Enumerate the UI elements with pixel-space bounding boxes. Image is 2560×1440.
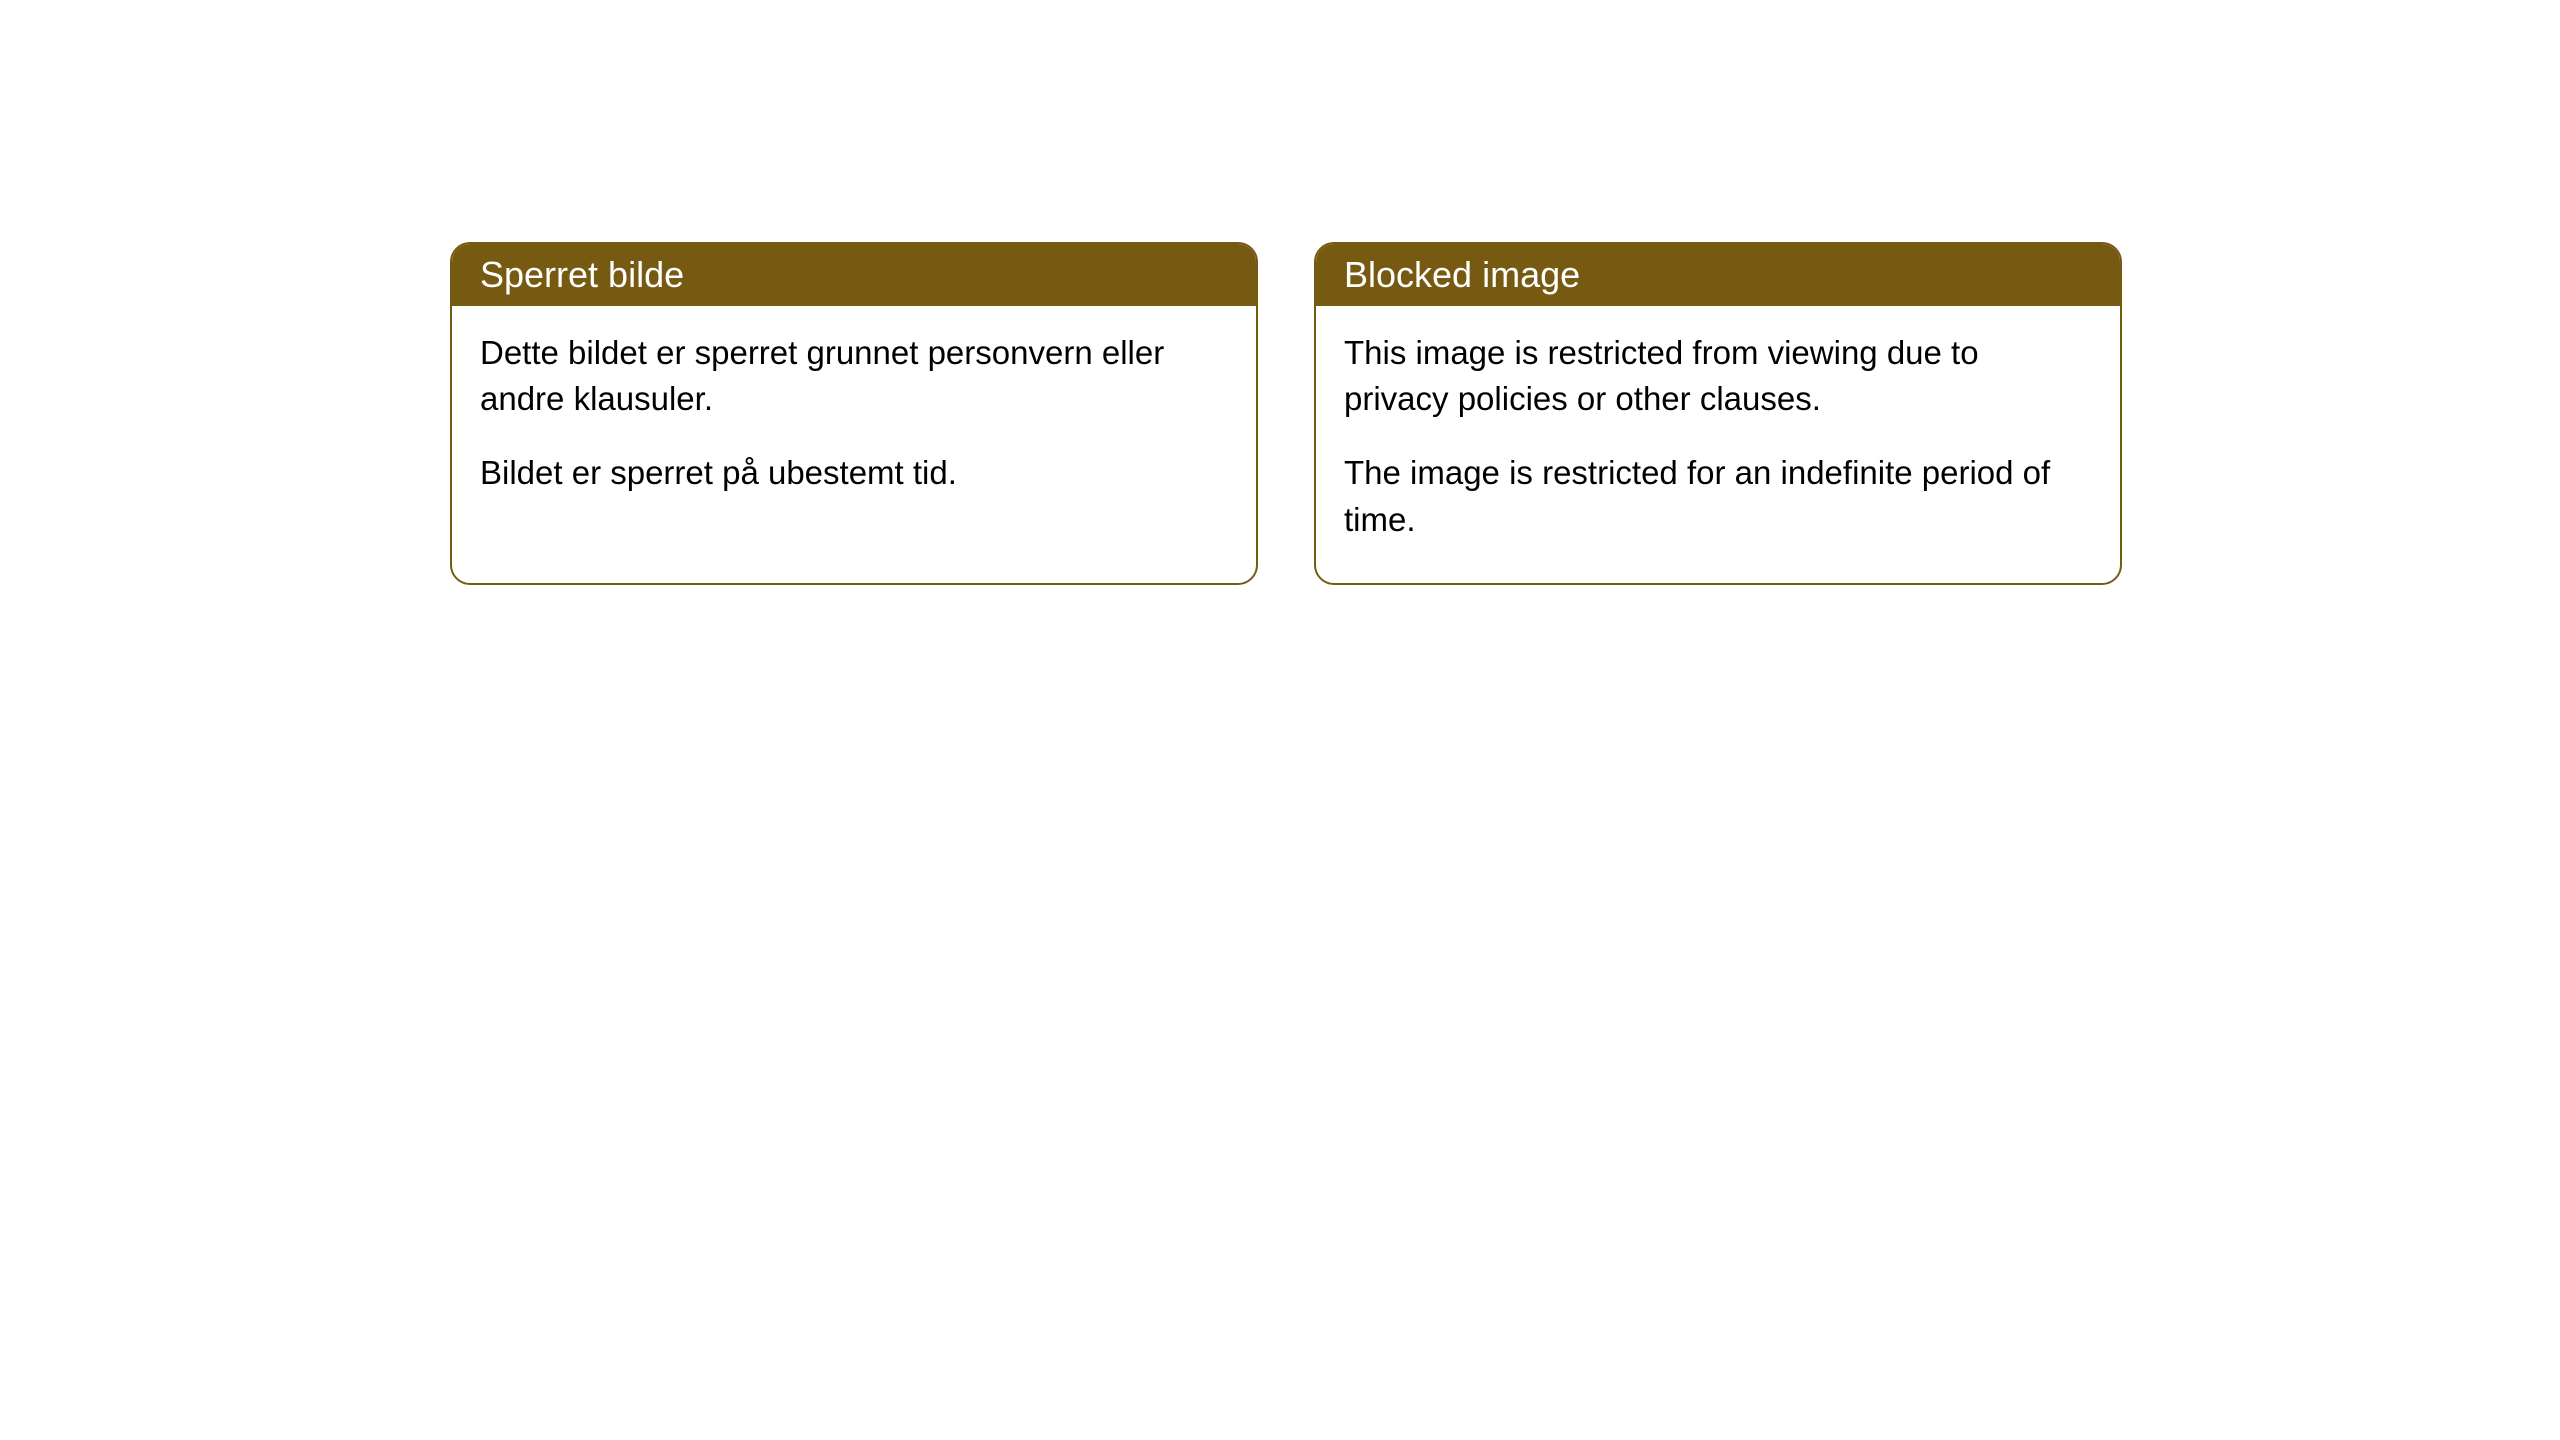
card-header-english: Blocked image	[1316, 244, 2120, 306]
card-paragraph2-english: The image is restricted for an indefinit…	[1344, 450, 2092, 542]
card-body-norwegian: Dette bildet er sperret grunnet personve…	[452, 306, 1256, 537]
notice-cards-container: Sperret bilde Dette bildet er sperret gr…	[450, 242, 2122, 585]
notice-card-english: Blocked image This image is restricted f…	[1314, 242, 2122, 585]
card-title-norwegian: Sperret bilde	[480, 254, 684, 295]
card-paragraph2-norwegian: Bildet er sperret på ubestemt tid.	[480, 450, 1228, 496]
card-body-english: This image is restricted from viewing du…	[1316, 306, 2120, 583]
card-paragraph1-english: This image is restricted from viewing du…	[1344, 330, 2092, 422]
notice-card-norwegian: Sperret bilde Dette bildet er sperret gr…	[450, 242, 1258, 585]
card-header-norwegian: Sperret bilde	[452, 244, 1256, 306]
card-paragraph1-norwegian: Dette bildet er sperret grunnet personve…	[480, 330, 1228, 422]
card-title-english: Blocked image	[1344, 254, 1580, 295]
